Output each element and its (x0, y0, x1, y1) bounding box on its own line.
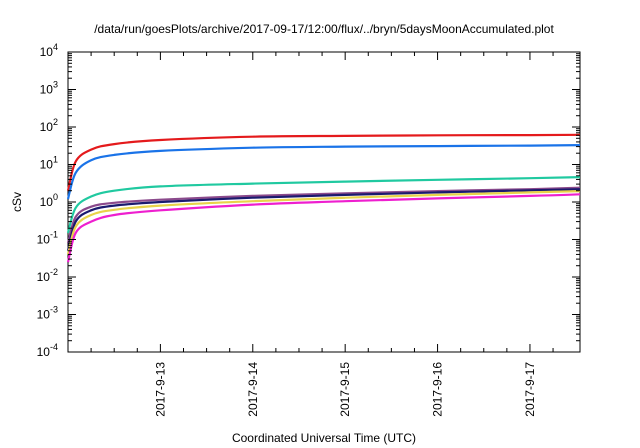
y-tick-label-base: 10 (40, 45, 54, 59)
y-tick-label: 10-1 (37, 230, 58, 247)
y-tick-label-exponent: 3 (53, 80, 58, 90)
y-tick-label-base: 10 (40, 120, 54, 134)
x-axis-label: Coordinated Universal Time (UTC) (232, 431, 416, 445)
x-tick-label: 2017-9-15 (338, 362, 352, 417)
y-tick-label: 100 (40, 192, 58, 209)
y-tick-label: 101 (40, 155, 58, 172)
x-axis: 2017-9-13 2017-9-14 2017-9-15 2017-9-16 2017… (90, 52, 554, 417)
y-tick-label-base: 10 (37, 233, 51, 247)
y-tick-label-exponent: 0 (53, 192, 58, 202)
series-line-2 (66, 144, 581, 200)
series-line-6 (66, 190, 581, 255)
x-tick-label: 2017-9-14 (246, 362, 260, 417)
y-tick-label-exponent: -2 (50, 267, 58, 277)
y-tick-label: 102 (40, 117, 58, 134)
y-tick-label-base: 10 (37, 308, 51, 322)
y-tick-label-exponent: 4 (53, 42, 58, 52)
series-line-4 (66, 186, 581, 244)
series-layer (66, 133, 581, 263)
y-tick-label-exponent: -4 (50, 342, 58, 352)
x-tick-label: 2017-9-17 (523, 362, 537, 417)
series-line-1 (66, 133, 581, 191)
x-tick-label: 2017-9-13 (153, 362, 167, 417)
y-tick-label-exponent: 2 (53, 117, 58, 127)
series-line-3 (66, 176, 581, 234)
y-tick-label-base: 10 (40, 83, 54, 97)
y-tick-label-exponent: -3 (50, 305, 58, 315)
y-tick-label: 104 (40, 42, 58, 59)
y-tick-label-base: 10 (40, 158, 54, 172)
y-tick-label-exponent: -1 (50, 230, 58, 240)
y-tick-label: 10-2 (37, 267, 58, 284)
y-tick-label-base: 10 (37, 345, 51, 359)
y-tick-label-exponent: 1 (53, 155, 58, 165)
y-axis-label: cSv (10, 192, 24, 212)
y-tick-label: 103 (40, 80, 58, 97)
y-tick-label: 10-3 (37, 305, 58, 322)
series-line-5 (66, 188, 581, 252)
y-tick-label-base: 10 (40, 195, 54, 209)
series-line-7 (66, 193, 581, 263)
y-tick-label: 10-4 (37, 342, 58, 359)
chart-title: /data/run/goesPlots/archive/2017-09-17/1… (94, 22, 554, 36)
y-tick-label-base: 10 (37, 270, 51, 284)
x-tick-label: 2017-9-16 (431, 362, 445, 417)
